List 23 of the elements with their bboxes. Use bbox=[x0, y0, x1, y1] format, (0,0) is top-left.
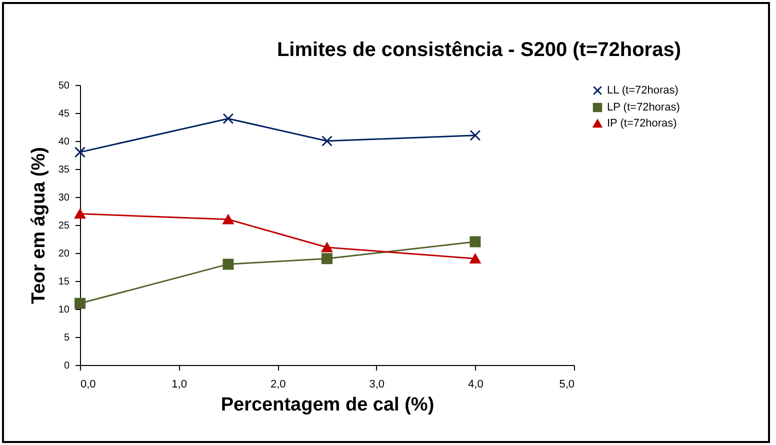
y-tick-label: 0 bbox=[64, 360, 70, 372]
x-tick-label: 1,0 bbox=[172, 378, 187, 390]
legend-label: LL (t=72horas) bbox=[607, 84, 678, 96]
x-tick-label: 4,0 bbox=[468, 378, 484, 390]
y-tick-label: 50 bbox=[58, 80, 70, 92]
y-axis-title: Teor em água (%) bbox=[28, 147, 50, 304]
y-tick-label: 15 bbox=[58, 276, 70, 288]
x-tick-label: 3,0 bbox=[369, 378, 385, 390]
y-tick-label: 10 bbox=[58, 304, 70, 316]
x-axis-title: Percentagem de cal (%) bbox=[220, 394, 434, 416]
y-tick-label: 25 bbox=[58, 220, 70, 232]
y-tick-label: 40 bbox=[58, 136, 70, 148]
y-tick-label: 35 bbox=[58, 164, 70, 176]
chart-title: Limites de consistência - S200 (t=72horas) bbox=[276, 39, 681, 61]
x-tick-label: 0,0 bbox=[80, 378, 96, 390]
y-tick-label: 20 bbox=[58, 248, 70, 260]
x-tick-label: 5,0 bbox=[559, 378, 574, 390]
y-tick-label: 45 bbox=[58, 108, 70, 120]
y-tick-label: 5 bbox=[64, 332, 70, 344]
legend-label: LP (t=72horas) bbox=[607, 102, 680, 114]
legend-label: IP (t=72horas) bbox=[607, 118, 677, 130]
x-tick-label: 2,0 bbox=[270, 378, 286, 390]
y-tick-label: 30 bbox=[58, 192, 70, 204]
